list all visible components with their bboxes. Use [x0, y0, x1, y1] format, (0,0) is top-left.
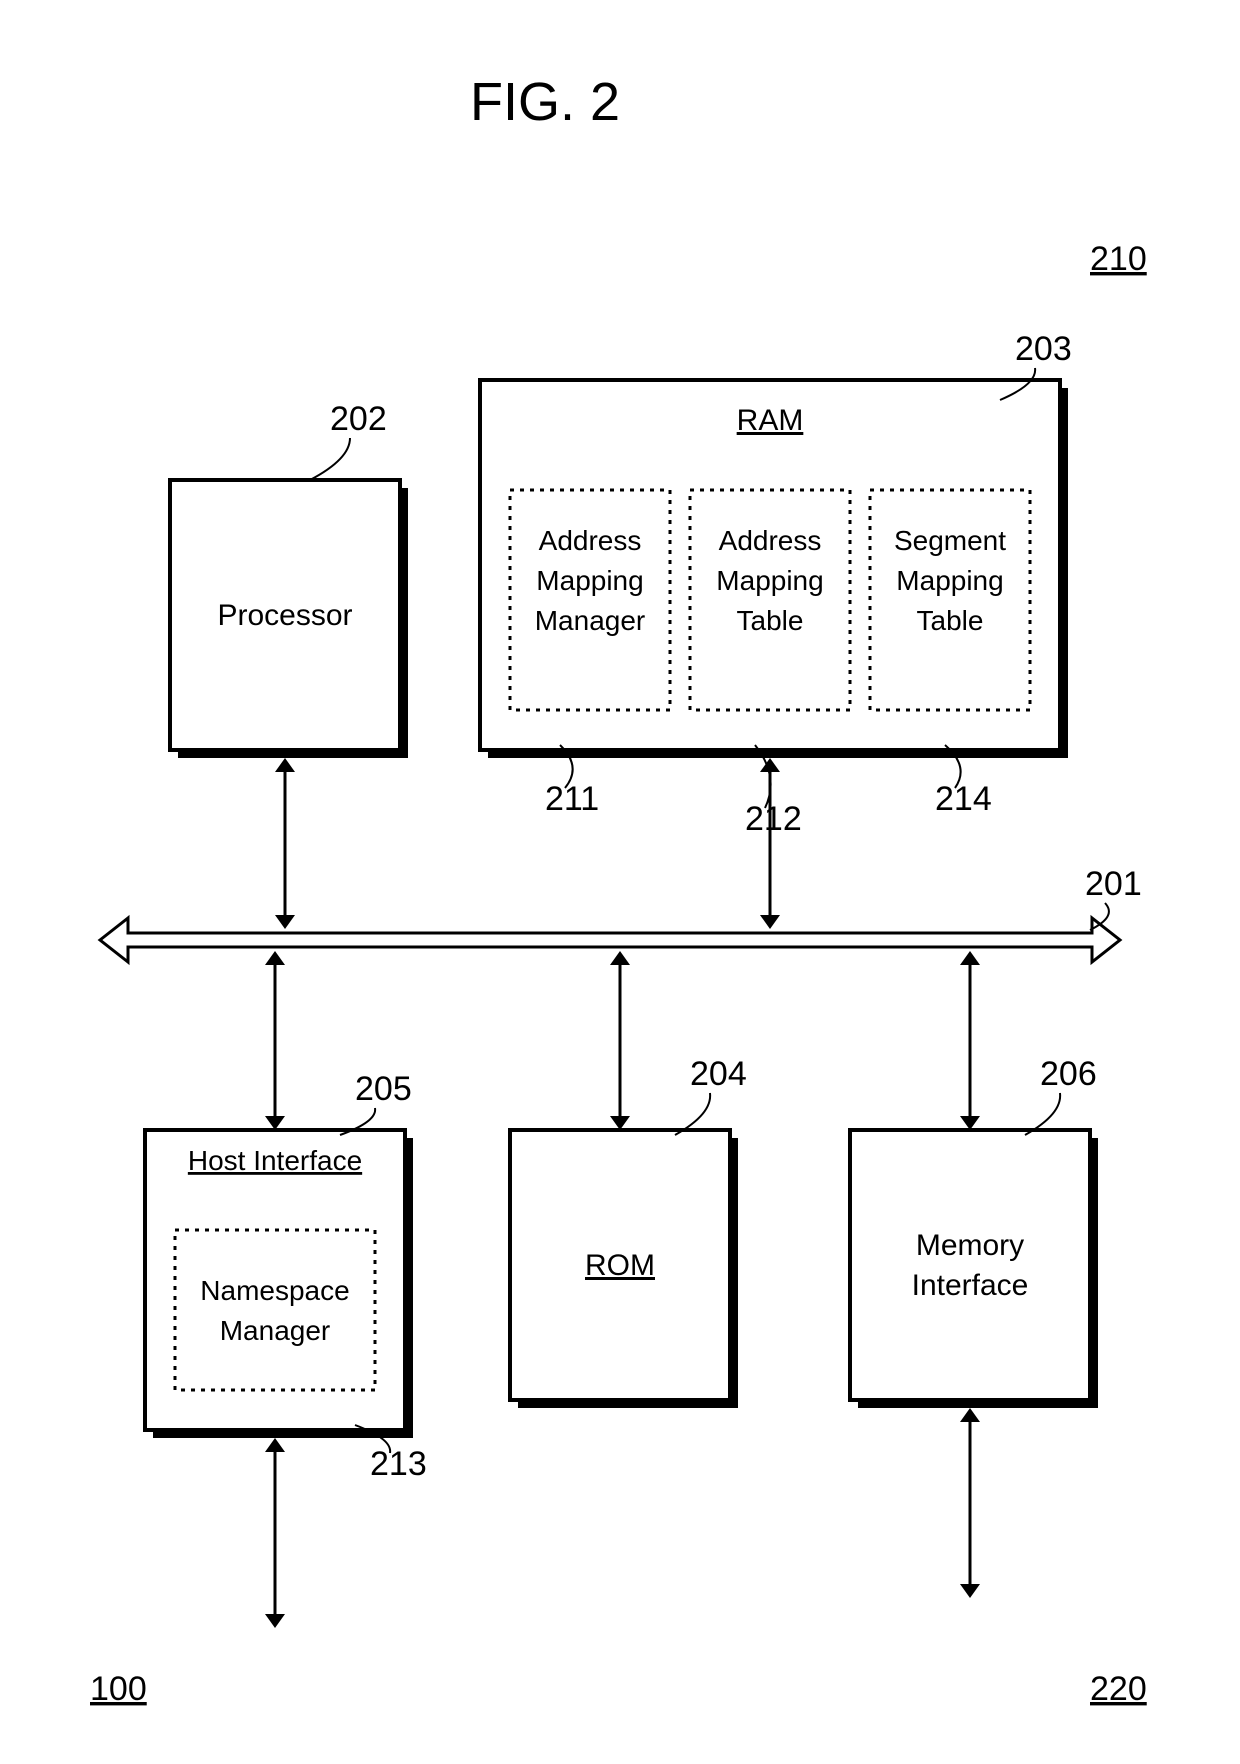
ref-202: 202 — [330, 400, 387, 438]
ram-amt-l2: Mapping — [716, 565, 823, 596]
mem-if-l2: Interface — [912, 1269, 1029, 1302]
ram-smt-l3: Table — [917, 605, 984, 636]
ref-214: 214 — [935, 780, 992, 818]
ref-204: 204 — [690, 1055, 747, 1093]
ref-213: 213 — [370, 1445, 427, 1483]
ref-220: 220 — [1090, 1670, 1147, 1708]
ram-amt-l3: Table — [737, 605, 804, 636]
ram-smt-l2: Mapping — [896, 565, 1003, 596]
ram-amm-l1: Address — [539, 525, 642, 556]
ref-211: 211 — [545, 780, 599, 818]
host-interface-label: Host Interface — [188, 1145, 362, 1176]
ram-label: RAM — [737, 404, 804, 437]
figure-title: FIG. 2 — [470, 72, 620, 132]
ram-smt-l1: Segment — [894, 525, 1006, 556]
ref-100: 100 — [90, 1670, 147, 1708]
namespace-l1: Namespace — [200, 1275, 349, 1306]
ref-212: 212 — [745, 800, 802, 838]
namespace-l2: Manager — [220, 1315, 331, 1346]
ram-amm-l3: Manager — [535, 605, 646, 636]
ref-205: 205 — [355, 1070, 412, 1108]
ref-210: 210 — [1090, 240, 1147, 278]
ram-amt-l1: Address — [719, 525, 822, 556]
mem-if-l1: Memory — [916, 1229, 1024, 1262]
ram-amm-l2: Mapping — [536, 565, 643, 596]
processor-label: Processor — [217, 599, 352, 632]
ref-206: 206 — [1040, 1055, 1097, 1093]
memory-interface-box — [850, 1130, 1090, 1400]
rom-label: ROM — [585, 1249, 655, 1282]
ref-201: 201 — [1085, 865, 1142, 903]
ref-203: 203 — [1015, 330, 1072, 368]
figure-canvas: FIG. 2 210 201 Processor 202 RAM 203 Address Map… — [0, 0, 1240, 1764]
